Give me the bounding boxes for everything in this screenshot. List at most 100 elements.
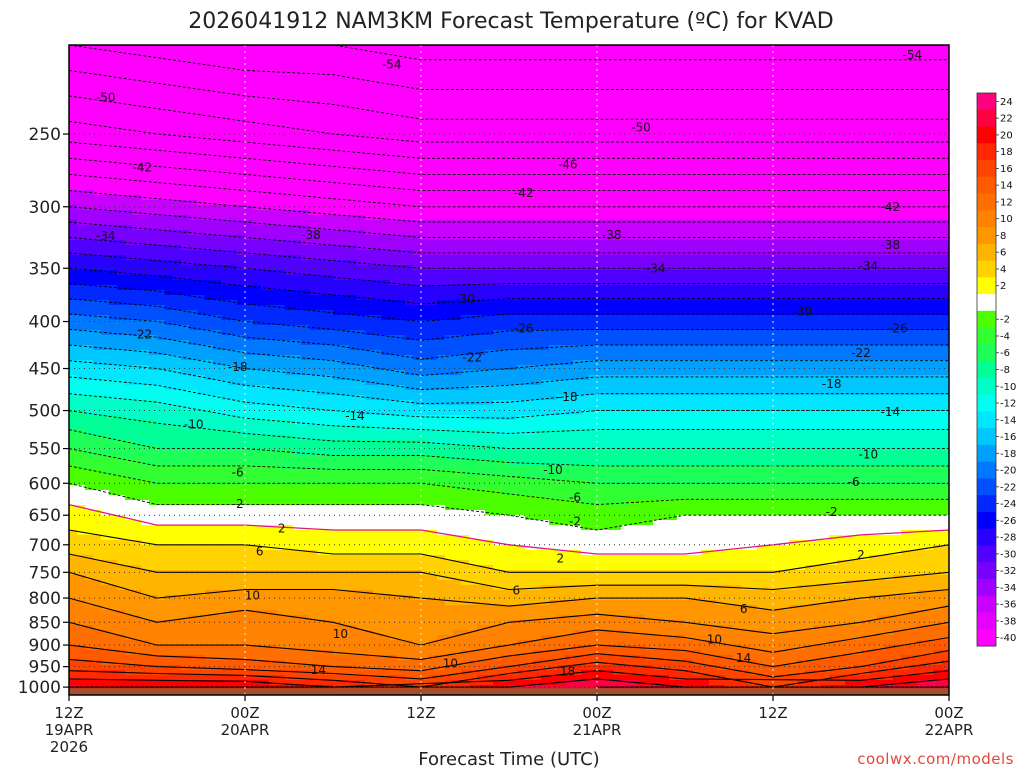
field-cell	[101, 240, 110, 246]
field-cell	[237, 290, 246, 296]
field-cell	[117, 210, 126, 216]
field-cell	[357, 330, 366, 336]
field-cell	[229, 410, 238, 416]
field-cell	[229, 600, 238, 606]
field-cell	[333, 205, 342, 211]
field-cell	[221, 500, 230, 506]
field-cell	[93, 415, 102, 421]
field-cell	[261, 590, 270, 596]
field-cell	[317, 405, 326, 411]
field-cell	[365, 475, 374, 481]
field-cell	[341, 390, 350, 396]
field-cell	[173, 345, 182, 351]
field-cell	[349, 275, 358, 281]
field-cell	[93, 80, 102, 86]
field-cell	[277, 560, 286, 566]
field-cell	[373, 70, 382, 76]
field-cell	[253, 240, 262, 246]
field-cell	[141, 320, 150, 326]
field-cell	[317, 200, 326, 206]
field-cell	[93, 490, 102, 496]
field-cell	[213, 160, 222, 166]
field-cell	[365, 435, 374, 441]
field-cell	[101, 50, 110, 56]
field-cell	[157, 525, 166, 531]
field-cell	[197, 70, 206, 76]
field-cell	[261, 230, 270, 236]
field-cell	[333, 600, 342, 606]
field-cell	[197, 355, 206, 361]
field-cell	[173, 360, 182, 366]
field-cell	[261, 120, 270, 126]
field-cell	[157, 560, 166, 566]
field-cell	[285, 115, 294, 121]
field-cell	[189, 585, 198, 591]
field-cell	[325, 470, 334, 476]
field-cell	[333, 485, 342, 491]
field-cell	[69, 230, 78, 236]
field-cell	[365, 310, 374, 316]
field-cell	[317, 275, 326, 281]
field-cell	[221, 110, 230, 116]
field-cell	[357, 260, 366, 266]
field-cell	[293, 630, 302, 636]
field-cell	[165, 365, 174, 371]
field-cell	[365, 225, 374, 231]
field-cell	[101, 640, 110, 646]
field-cell	[277, 135, 286, 141]
field-cell	[165, 635, 174, 641]
field-cell	[309, 300, 318, 306]
field-cell	[133, 470, 142, 476]
field-cell	[205, 245, 214, 251]
field-cell	[213, 340, 222, 346]
field-cell	[165, 585, 174, 591]
field-cell	[69, 290, 78, 296]
field-cell	[333, 190, 342, 196]
field-cell	[77, 185, 86, 191]
field-cell	[261, 70, 270, 76]
field-cell	[285, 55, 294, 61]
field-cell	[309, 520, 318, 526]
field-cell	[197, 660, 206, 666]
field-cell	[149, 320, 158, 326]
field-cell	[309, 270, 318, 276]
field-cell	[93, 85, 102, 91]
field-cell	[205, 545, 214, 551]
field-cell	[141, 95, 150, 101]
field-cell	[109, 415, 118, 421]
field-cell	[261, 630, 270, 636]
field-cell	[77, 145, 86, 151]
field-cell	[285, 655, 294, 661]
field-cell	[269, 195, 278, 201]
field-cell	[141, 655, 150, 661]
field-cell	[85, 350, 94, 356]
field-cell	[317, 135, 326, 141]
field-cell	[285, 530, 294, 536]
field-cell	[261, 565, 270, 571]
field-cell	[77, 475, 86, 481]
field-cell	[205, 230, 214, 236]
field-cell	[197, 360, 206, 366]
field-cell	[309, 635, 318, 641]
field-cell	[357, 420, 366, 426]
field-cell	[317, 600, 326, 606]
field-cell	[197, 590, 206, 596]
field-cell	[301, 295, 310, 301]
field-cell	[253, 530, 262, 536]
field-cell	[181, 385, 190, 391]
field-cell	[301, 465, 310, 471]
field-cell	[117, 545, 126, 551]
field-cell	[285, 450, 294, 456]
field-cell	[253, 565, 262, 571]
field-cell	[189, 235, 198, 241]
field-cell	[293, 300, 302, 306]
field-cell	[309, 255, 318, 261]
field-cell	[245, 510, 254, 516]
field-cell	[165, 610, 174, 616]
field-cell	[333, 605, 342, 611]
field-cell	[237, 230, 246, 236]
field-cell	[77, 75, 86, 81]
field-cell	[229, 615, 238, 621]
field-cell	[245, 395, 254, 401]
field-cell	[261, 150, 270, 156]
